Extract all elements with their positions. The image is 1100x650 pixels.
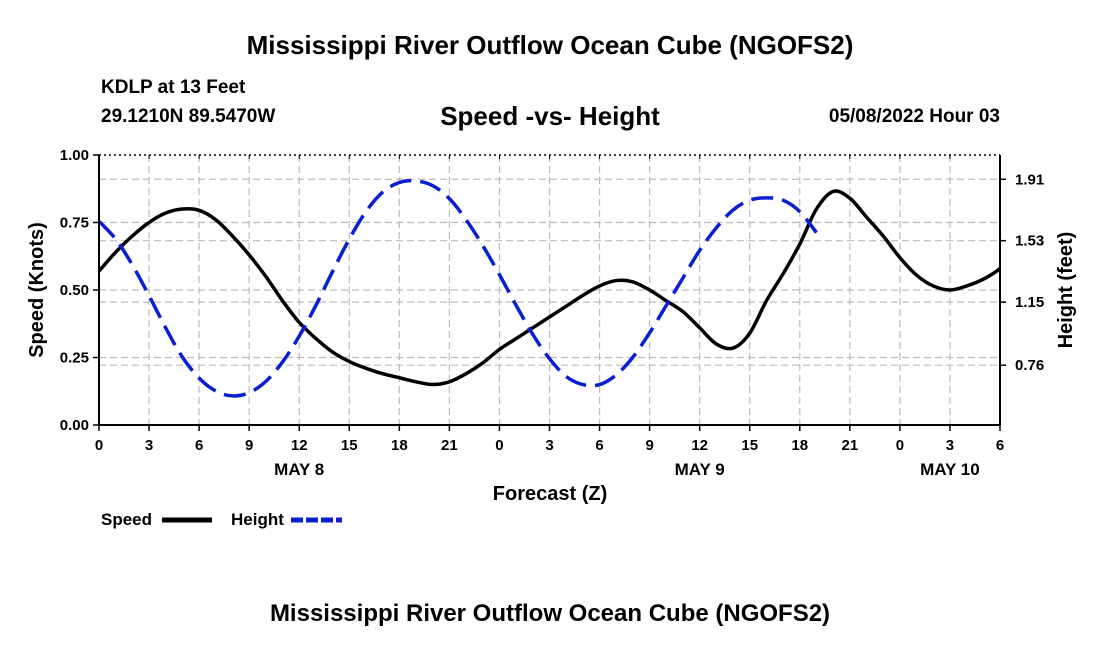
date-label: MAY 9 xyxy=(675,460,725,479)
x-tick-label: 3 xyxy=(946,437,954,454)
y2-axis-label: Height (feet) xyxy=(1055,232,1077,349)
station-label: KDLP at 13 Feet xyxy=(101,77,246,98)
date-label: MAY 10 xyxy=(920,460,980,479)
forecast-datetime: 05/08/2022 Hour 03 xyxy=(828,106,1000,127)
y-tick-label: 0.75 xyxy=(60,215,89,232)
x-tick-label: 9 xyxy=(645,437,653,454)
x-tick-label: 3 xyxy=(545,437,553,454)
y2-tick-label: 1.53 xyxy=(1015,233,1044,250)
x-axis-label: Forecast (Z) xyxy=(493,483,607,505)
legend-height-label: Height xyxy=(231,510,284,529)
x-tick-label: 15 xyxy=(741,437,758,454)
y2-tick-label: 1.91 xyxy=(1015,171,1044,188)
speed-height-chart: 0 3 6 9 12 15 18 21 0 3 6 9 12 15 18 21 0 3 6 0.00 0.25 0.50 0… xyxy=(26,147,1077,529)
plot-title: Speed -vs- Height xyxy=(440,101,660,131)
x-tick-label: 0 xyxy=(495,437,503,454)
x-tick-label: 6 xyxy=(595,437,603,454)
station-coordinates: 29.1210N 89.5470W xyxy=(101,106,276,127)
page-title: Mississippi River Outflow Ocean Cube (NG… xyxy=(246,30,854,60)
x-tick-label: 18 xyxy=(391,437,408,454)
x-tick-label: 18 xyxy=(791,437,808,454)
x-tick-label: 21 xyxy=(841,437,858,454)
x-tick-label: 6 xyxy=(996,437,1004,454)
x-tick-label: 6 xyxy=(195,437,203,454)
x-tick-label: 9 xyxy=(245,437,253,454)
y-axis-label: Speed (Knots) xyxy=(26,222,48,358)
y2-tick-label: 0.76 xyxy=(1015,357,1044,374)
series-speed-line xyxy=(99,189,1000,387)
y-tick-label: 1.00 xyxy=(60,147,89,164)
grid-lines xyxy=(99,155,1000,425)
y2-tick-label: 1.15 xyxy=(1015,294,1044,311)
date-label: MAY 8 xyxy=(274,460,324,479)
x-tick-label: 21 xyxy=(441,437,458,454)
legend-speed-label: Speed xyxy=(101,510,152,529)
x-tick-label: 12 xyxy=(691,437,708,454)
legend: Speed Height xyxy=(101,510,342,529)
x-tick-label: 3 xyxy=(145,437,153,454)
y-tick-label: 0.50 xyxy=(60,282,89,299)
x-tick-label: 0 xyxy=(896,437,904,454)
y-tick-label: 0.00 xyxy=(60,417,89,434)
footer-title: Mississippi River Outflow Ocean Cube (NG… xyxy=(269,600,831,627)
axes: 0 3 6 9 12 15 18 21 0 3 6 9 12 15 18 21 0 3 6 0.00 0.25 0.50 0… xyxy=(60,147,1044,479)
series-layer xyxy=(99,178,1000,398)
series-height-line xyxy=(99,178,818,398)
y-tick-label: 0.25 xyxy=(60,350,89,367)
x-tick-label: 12 xyxy=(291,437,308,454)
x-tick-label: 15 xyxy=(341,437,358,454)
x-tick-label: 0 xyxy=(95,437,103,454)
